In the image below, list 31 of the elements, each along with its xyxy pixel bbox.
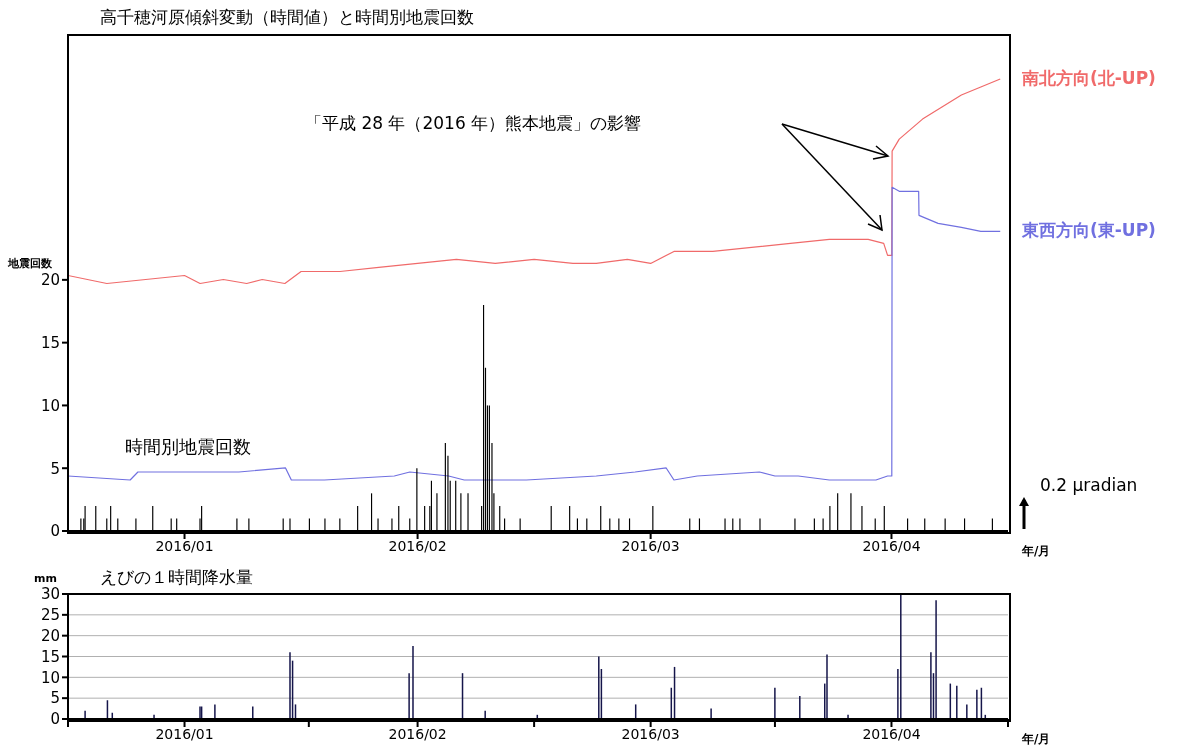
y-tick-label: 30 bbox=[40, 585, 60, 604]
x-tick-label: 2016/01 bbox=[155, 537, 214, 554]
y-tick-label: 5 bbox=[50, 459, 60, 478]
series-label: 東西方向(東-UP) bbox=[1022, 219, 1156, 243]
x-axis-title: 年/月 bbox=[1022, 543, 1051, 560]
x-tick-label: 2016/01 bbox=[155, 725, 214, 742]
chart-title: 高千穂河原傾斜変動（時間値）と時間別地震回数 bbox=[100, 6, 474, 29]
x-tick-label: 2016/02 bbox=[388, 725, 447, 742]
text: 時間別地震回数 bbox=[125, 435, 251, 459]
y-tick-label: 15 bbox=[40, 647, 60, 666]
y-tick-label: 10 bbox=[40, 396, 60, 415]
y-tick-label: 10 bbox=[40, 668, 60, 687]
y-tick-label: 25 bbox=[40, 606, 60, 625]
y-tick-label: 0 bbox=[50, 710, 60, 729]
text: 0.2 μradian bbox=[1040, 474, 1139, 496]
y-tick-label: 15 bbox=[40, 333, 60, 352]
y-axis-title: 地震回数 bbox=[8, 256, 52, 271]
y-axis-title: mm bbox=[34, 572, 57, 585]
x-tick-label: 2016/03 bbox=[621, 537, 680, 554]
x-tick-label: 2016/04 bbox=[862, 537, 921, 554]
x-tick-label: 2016/03 bbox=[621, 725, 680, 742]
series-label: 南北方向(北-UP) bbox=[1022, 67, 1156, 90]
y-tick-label: 20 bbox=[40, 271, 60, 290]
chart-title: えびの１時間降水量 bbox=[100, 566, 253, 589]
y-tick-label: 20 bbox=[40, 626, 60, 645]
y-tick-label: 0 bbox=[50, 522, 60, 541]
x-tick-label: 2016/04 bbox=[862, 725, 921, 742]
annotation: 「平成 28 年（2016 年）熊本地震」の影響 bbox=[305, 112, 642, 135]
x-axis-title: 年/月 bbox=[1022, 731, 1051, 748]
y-tick-label: 5 bbox=[50, 689, 60, 708]
x-tick-label: 2016/02 bbox=[388, 537, 447, 554]
